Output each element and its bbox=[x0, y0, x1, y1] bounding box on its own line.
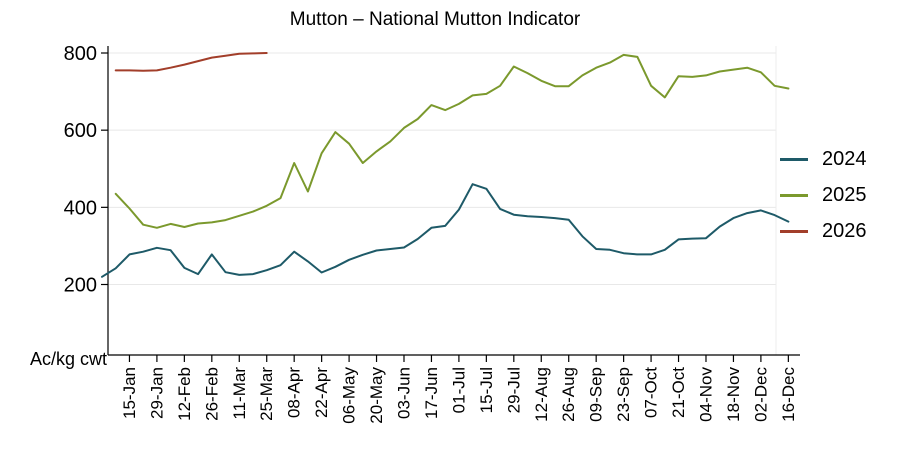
legend: 2024 2025 2026 bbox=[780, 147, 867, 255]
legend-swatch-2025-line bbox=[780, 193, 808, 197]
x-tick-label-01-Jul: 01-Jul bbox=[449, 367, 468, 413]
x-tick-label-02-Dec: 02-Dec bbox=[751, 367, 770, 422]
y-tick-label-600: 600 bbox=[64, 120, 97, 142]
x-tick-label-25-Mar: 25-Mar bbox=[257, 367, 276, 421]
legend-item-2025: 2025 bbox=[780, 183, 867, 207]
x-tick-label-12-Aug: 12-Aug bbox=[532, 367, 551, 422]
x-tick-label-18-Nov: 18-Nov bbox=[724, 367, 743, 422]
x-tick-label-21-Oct: 21-Oct bbox=[669, 367, 688, 418]
x-tick-label-03-Jun: 03-Jun bbox=[394, 367, 413, 419]
series-2024-line bbox=[101, 183, 790, 278]
x-tick-label-26-Feb: 26-Feb bbox=[202, 367, 221, 421]
legend-label-2024: 2024 bbox=[822, 148, 867, 170]
x-tick-label-07-Oct: 07-Oct bbox=[642, 367, 661, 418]
legend-swatch-2026-line bbox=[780, 229, 808, 233]
chart-title: Mutton – National Mutton Indicator bbox=[289, 9, 581, 30]
x-tick-label-15-Jul: 15-Jul bbox=[477, 367, 496, 413]
x-tick-label-09-Sep: 09-Sep bbox=[587, 367, 606, 422]
series-2025-line bbox=[114, 53, 790, 229]
x-tick-label-29-Jan: 29-Jan bbox=[147, 367, 166, 419]
legend-label-2025: 2025 bbox=[822, 184, 867, 206]
series-2026-line bbox=[114, 52, 268, 72]
legend-swatch-2024-line bbox=[780, 157, 808, 161]
legend-label-2026: 2026 bbox=[822, 220, 867, 242]
x-tick-label-04-Nov: 04-Nov bbox=[696, 367, 715, 422]
y-tick-label-200: 200 bbox=[64, 275, 97, 297]
x-tick-label-12-Feb: 12-Feb bbox=[175, 367, 194, 421]
legend-item-2024: 2024 bbox=[780, 147, 867, 171]
x-tick-label-23-Sep: 23-Sep bbox=[614, 367, 633, 422]
x-tick-label-26-Aug: 26-Aug bbox=[559, 367, 578, 422]
x-tick-label-29-Jul: 29-Jul bbox=[504, 367, 523, 413]
x-tick-label-06-May: 06-May bbox=[340, 367, 359, 424]
x-tick-label-08-Apr: 08-Apr bbox=[285, 367, 304, 418]
x-tick-label-15-Jan: 15-Jan bbox=[120, 367, 139, 419]
y-tick-label-800: 800 bbox=[64, 43, 97, 65]
x-tick-label-11-Mar: 11-Mar bbox=[230, 367, 249, 420]
legend-item-2026: 2026 bbox=[780, 219, 867, 243]
y-axis-unit-label: Ac/kg cwt bbox=[29, 349, 107, 369]
x-tick-label-22-Apr: 22-Apr bbox=[312, 367, 331, 418]
x-tick-label-20-May: 20-May bbox=[367, 367, 386, 424]
x-tick-label-16-Dec: 16-Dec bbox=[779, 367, 798, 422]
y-tick-label-400: 400 bbox=[64, 197, 97, 219]
x-tick-label-17-Jun: 17-Jun bbox=[422, 367, 441, 419]
